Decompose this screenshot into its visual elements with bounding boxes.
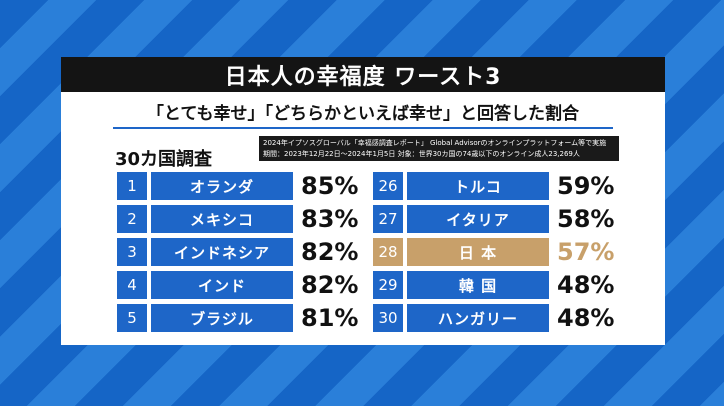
rank-number: 4 (117, 271, 147, 299)
happiness-percent: 82% (301, 271, 359, 299)
ranking-row: 27 イタリア 58% (373, 205, 614, 233)
rank-number: 1 (117, 172, 147, 200)
happiness-percent: 82% (301, 238, 359, 266)
country-name: ハンガリー (407, 304, 549, 332)
country-name: インド (151, 271, 293, 299)
ranking-row: 30 ハンガリー 48% (373, 304, 614, 332)
survey-count-label: 30カ国調査 (115, 149, 213, 170)
source-line-1: 2024年イプソスグローバル「幸福感調査レポート」 Global Advisor… (263, 139, 607, 147)
rank-number: 26 (373, 172, 403, 200)
ranking-row: 4 インド 82% (117, 271, 358, 299)
country-name: 日 本 (407, 238, 549, 266)
rank-number: 29 (373, 271, 403, 299)
ranking-row-japan: 28 日 本 57% (373, 238, 614, 266)
ranking-row: 29 韓 国 48% (373, 271, 614, 299)
rank-number: 28 (373, 238, 403, 266)
happiness-percent: 85% (301, 172, 359, 200)
rank-number: 30 (373, 304, 403, 332)
happiness-percent: 48% (557, 271, 615, 299)
rank-number: 3 (117, 238, 147, 266)
country-name: インドネシア (151, 238, 293, 266)
rank-number: 27 (373, 205, 403, 233)
happiness-percent: 83% (301, 205, 359, 233)
ranking-row: 1 オランダ 85% (117, 172, 358, 200)
rank-number: 2 (117, 205, 147, 233)
subtitle: 「とても幸せ」「どちらかといえば幸せ」と回答した割合 (146, 103, 580, 124)
country-name: イタリア (407, 205, 549, 233)
subtitle-underline (113, 127, 613, 129)
country-name: オランダ (151, 172, 293, 200)
ranking-panel: 日本人の幸福度 ワースト3 「とても幸せ」「どちらかといえば幸せ」と回答した割合… (61, 57, 665, 345)
rank-number: 5 (117, 304, 147, 332)
happiness-percent: 81% (301, 304, 359, 332)
country-name: メキシコ (151, 205, 293, 233)
happiness-percent: 58% (557, 205, 615, 233)
ranking-row: 5 ブラジル 81% (117, 304, 358, 332)
country-name: トルコ (407, 172, 549, 200)
ranking-row: 3 インドネシア 82% (117, 238, 358, 266)
page-title: 日本人の幸福度 ワースト3 (61, 57, 665, 92)
ranking-row: 26 トルコ 59% (373, 172, 614, 200)
country-name: 韓 国 (407, 271, 549, 299)
country-name: ブラジル (151, 304, 293, 332)
ranking-row: 2 メキシコ 83% (117, 205, 358, 233)
happiness-percent: 48% (557, 304, 615, 332)
source-note: 2024年イプソスグローバル「幸福感調査レポート」 Global Advisor… (259, 136, 619, 161)
happiness-percent: 59% (557, 172, 615, 200)
happiness-percent: 57% (557, 238, 615, 266)
source-line-2: 期間：2023年12月22日～2024年1月5日 対象：世界30カ国の74歳以下… (263, 150, 580, 158)
